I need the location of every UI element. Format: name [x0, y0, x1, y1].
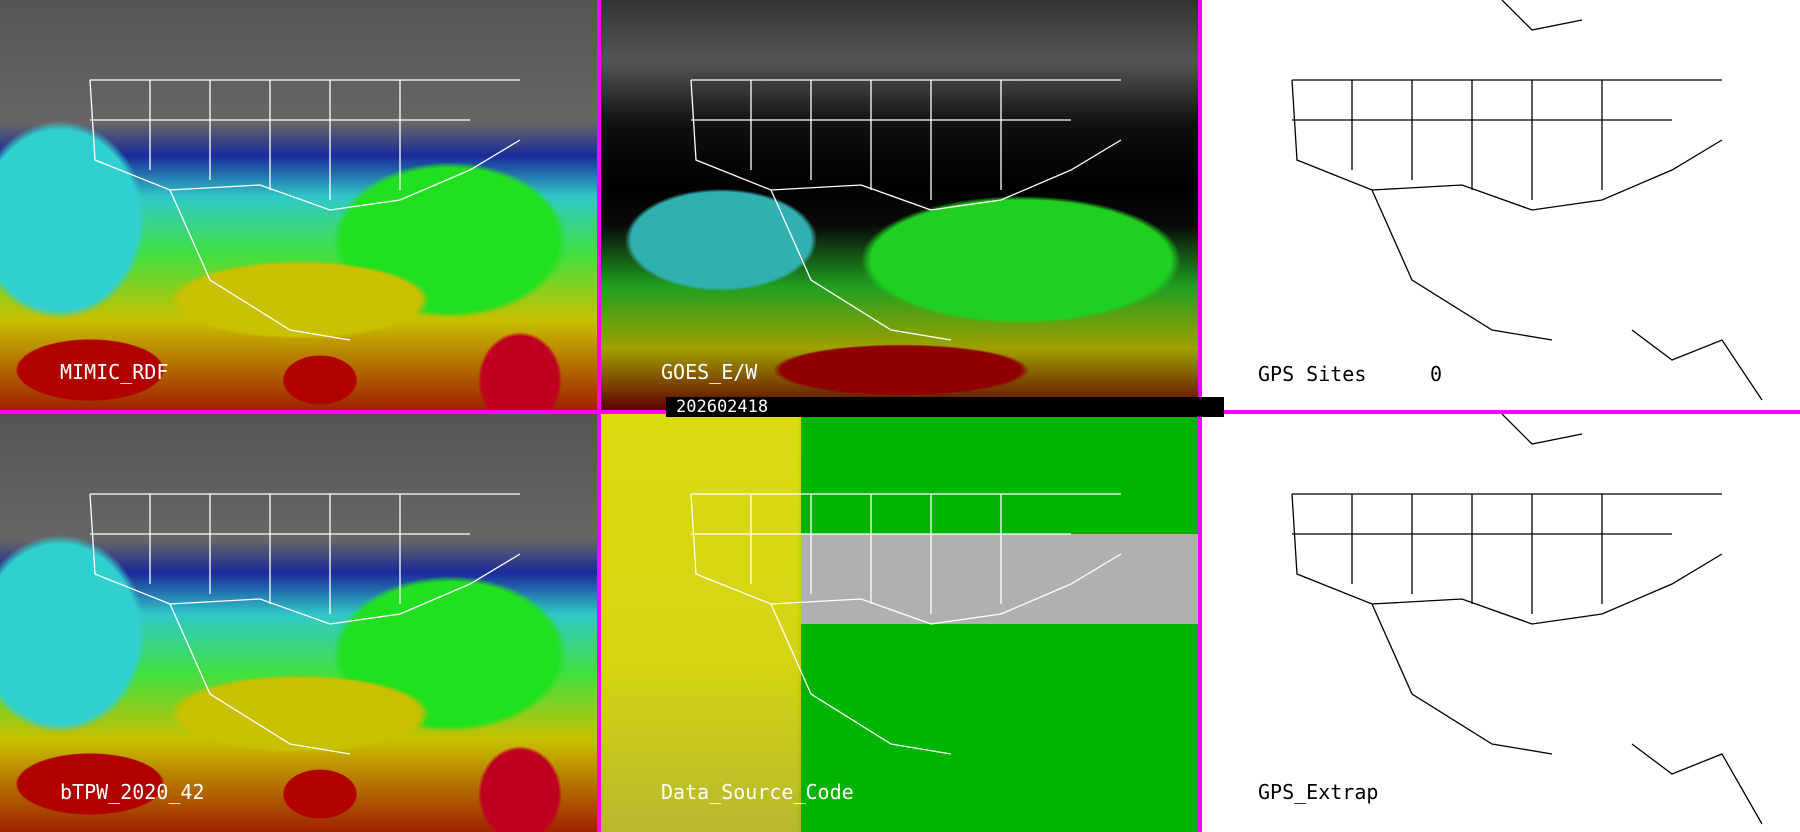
map-overlay: [89, 79, 521, 341]
panel-label: MIMIC_RDF: [60, 360, 169, 384]
map-overlay: [89, 493, 521, 755]
panel-gps-extrap[interactable]: GPS_Extrap: [1202, 414, 1800, 832]
map-overlay: [690, 493, 1122, 755]
panel-goes-ew[interactable]: GOES_E/W: [601, 0, 1198, 410]
gps-site-count: 0: [1430, 362, 1443, 386]
panel-label: GPS Sites: [1258, 362, 1367, 386]
panel-label: bTPW_2020_42: [60, 780, 205, 804]
map-outline: [1291, 414, 1763, 825]
panel-label: Data_Source_Code: [661, 780, 854, 804]
panel-mimic-rdf[interactable]: MIMIC_RDF: [0, 0, 597, 410]
panel-label: GOES_E/W: [661, 360, 758, 384]
map-outline: [1291, 0, 1763, 401]
panel-gps-sites[interactable]: GPS Sites 0: [1202, 0, 1800, 410]
panel-label: GPS_Extrap: [1258, 780, 1379, 804]
map-overlay: [690, 79, 1122, 341]
panel-data-source-code[interactable]: Data_Source_Code: [601, 414, 1198, 832]
timestamp-bar: 202602418: [666, 397, 1224, 417]
panel-btpw[interactable]: bTPW_2020_42: [0, 414, 597, 832]
